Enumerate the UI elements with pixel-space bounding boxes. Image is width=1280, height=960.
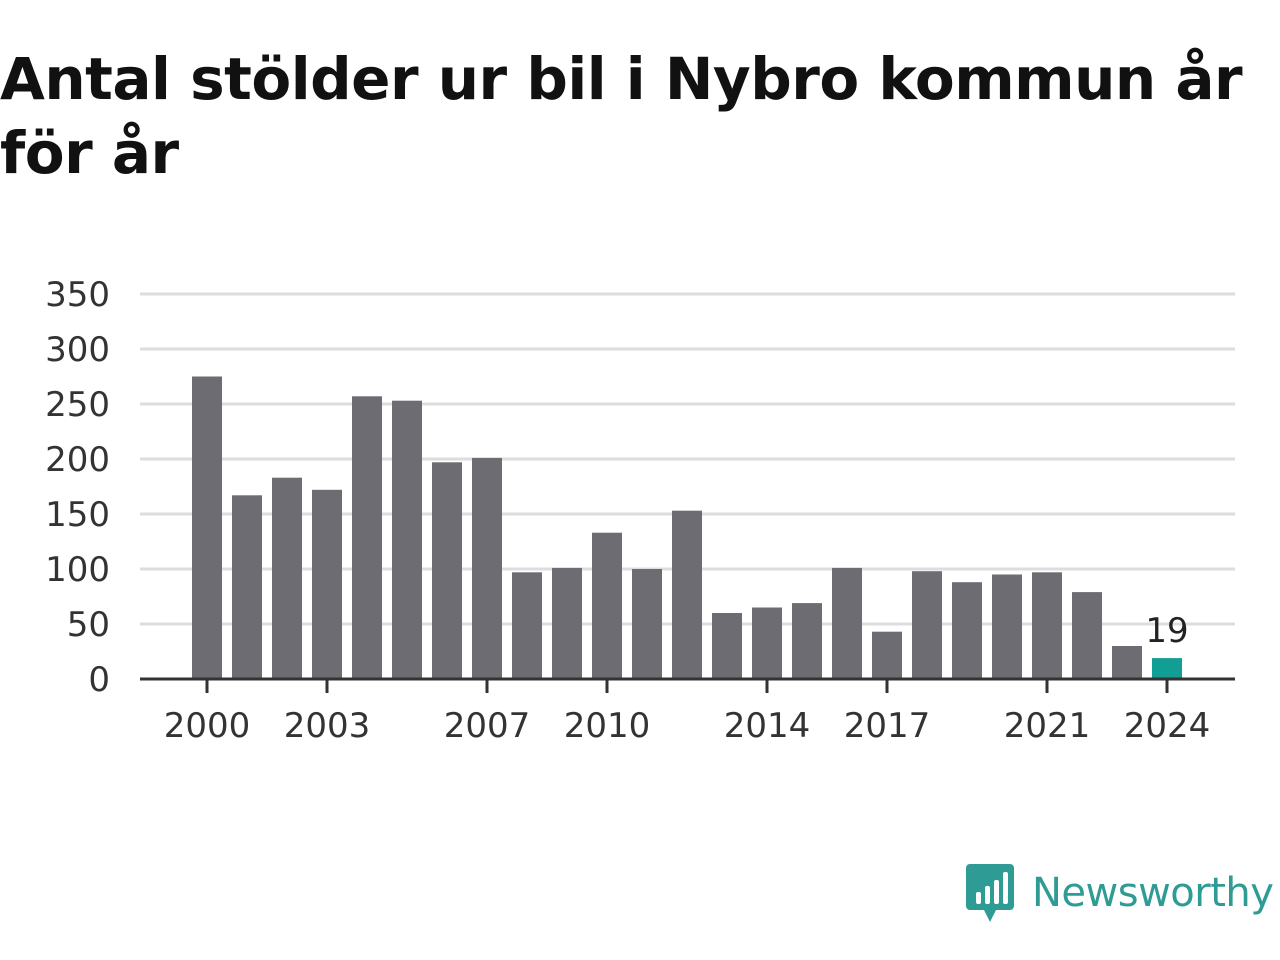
bar-2002	[272, 477, 302, 679]
y-tick-label: 200	[45, 440, 110, 480]
bar-2001	[232, 495, 262, 679]
bar-2009	[552, 567, 582, 679]
bar-2015	[792, 603, 822, 679]
bar-2011	[632, 569, 662, 679]
newsworthy-logo: Newsworthy	[964, 862, 1274, 924]
x-tick-label: 2000	[164, 706, 251, 746]
bar-2004	[352, 396, 382, 679]
chart-title: Antal stölder ur bil i Nybro kommun år f…	[0, 45, 1243, 187]
x-tick-label: 2007	[444, 706, 531, 746]
bar-2006	[432, 462, 462, 679]
x-tick-label: 2024	[1124, 706, 1211, 746]
bar-2020	[992, 574, 1022, 679]
newsworthy-logo-icon	[966, 864, 1014, 922]
bar-2010	[592, 532, 622, 679]
y-tick-label: 100	[45, 550, 110, 590]
y-tick-label: 150	[45, 495, 110, 535]
bar-2021	[1032, 572, 1062, 679]
bar-2018	[912, 571, 942, 679]
bar-2024	[1152, 658, 1182, 679]
bar-2003	[312, 489, 342, 679]
bar-2012	[672, 510, 702, 679]
y-tick-label: 0	[88, 660, 110, 700]
y-tick-label: 50	[67, 605, 110, 645]
x-tick-label: 2014	[724, 706, 811, 746]
bar-2008	[512, 572, 542, 679]
bar-2013	[712, 613, 742, 679]
x-tick-label: 2021	[1004, 706, 1091, 746]
y-tick-label: 350	[45, 275, 110, 315]
bar-2022	[1072, 592, 1102, 679]
data-label: 19	[1145, 611, 1188, 651]
bar-2016	[832, 567, 862, 679]
x-tick-label: 2017	[844, 706, 931, 746]
bar-2000	[192, 376, 222, 679]
bar-2014	[752, 607, 782, 679]
bar-2019	[952, 582, 982, 679]
brand-name: Newsworthy	[1032, 870, 1274, 916]
x-tick-label: 2010	[564, 706, 651, 746]
bar-2023	[1112, 646, 1142, 679]
bar-2007	[472, 457, 502, 679]
x-tick-label: 2003	[284, 706, 371, 746]
bar-2005	[392, 400, 422, 679]
y-tick-label: 300	[45, 330, 110, 370]
bar-2017	[872, 631, 902, 679]
y-tick-label: 250	[45, 385, 110, 425]
